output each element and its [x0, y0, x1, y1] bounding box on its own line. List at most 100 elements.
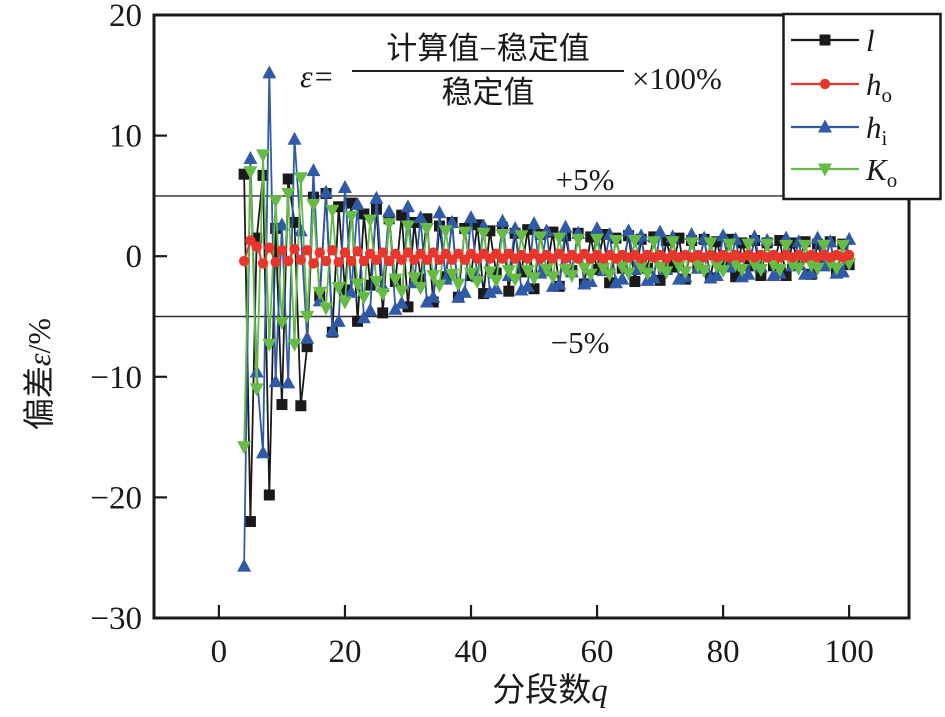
marker-triangle-down	[476, 227, 491, 241]
marker-triangle-up	[527, 216, 542, 230]
marker-triangle-up	[319, 184, 334, 198]
marker-triangle-down	[545, 271, 560, 285]
legend-label-l: l	[866, 23, 875, 58]
marker-triangle-up	[709, 267, 724, 281]
marker-square	[528, 283, 540, 295]
marker-triangle-up	[716, 228, 731, 242]
marker-triangle-down	[571, 233, 586, 247]
marker-triangle-down	[508, 273, 523, 287]
marker-triangle-down	[243, 166, 258, 180]
marker-square	[711, 236, 723, 248]
marker-circle	[251, 241, 262, 252]
marker-triangle-down	[249, 383, 264, 397]
x-tick-label: 20	[328, 634, 361, 670]
marker-triangle-down	[810, 262, 825, 276]
plot-border	[152, 13, 911, 620]
marker-triangle-down	[627, 235, 642, 249]
marker-square	[585, 231, 597, 243]
marker-square	[276, 399, 288, 411]
marker-square	[736, 237, 748, 249]
marker-triangle-down	[287, 338, 302, 352]
marker-triangle-up	[274, 217, 289, 231]
marker-triangle-up	[482, 284, 497, 298]
marker-triangle-up	[300, 330, 315, 344]
marker-triangle-down	[747, 259, 762, 273]
marker-triangle-down	[697, 265, 712, 279]
series-K_o-markers	[237, 149, 857, 455]
marker-triangle-down	[690, 260, 705, 274]
marker-triangle-down	[772, 263, 787, 277]
marker-triangle-up	[306, 163, 321, 177]
series-h_i-line	[243, 72, 850, 567]
marker-circle	[283, 255, 294, 267]
marker-triangle-down	[306, 198, 321, 212]
marker-circle	[289, 243, 300, 255]
marker-triangle-up	[741, 266, 756, 280]
marker-square	[339, 284, 351, 296]
marker-triangle-down	[337, 296, 352, 310]
marker-triangle-up	[394, 295, 409, 309]
marker-triangle-down	[552, 232, 567, 246]
marker-square	[238, 168, 250, 180]
x-tick-label: 0	[211, 634, 228, 670]
marker-square	[812, 238, 824, 250]
marker-triangle-down	[514, 230, 529, 244]
marker-circle	[371, 254, 382, 266]
marker-circle	[320, 255, 332, 267]
marker-square	[673, 232, 685, 244]
marker-triangle-down	[501, 265, 516, 279]
marker-circle	[333, 257, 344, 268]
marker-triangle-down	[262, 338, 277, 352]
marker-circle	[383, 255, 395, 267]
marker-triangle-down	[438, 225, 453, 239]
marker-triangle-down	[703, 237, 718, 251]
marker-triangle-down	[400, 220, 415, 234]
marker-square	[244, 516, 256, 528]
legend-marker-l	[819, 34, 831, 46]
marker-triangle-up	[426, 289, 441, 303]
marker-triangle-down	[753, 263, 768, 277]
marker-circle	[396, 254, 407, 266]
legend-label-sub: o	[887, 168, 898, 192]
marker-triangle-down	[798, 239, 813, 253]
marker-square	[396, 209, 408, 221]
marker-circle	[427, 247, 439, 258]
marker-square	[522, 224, 534, 236]
marker-circle	[843, 249, 855, 261]
marker-square	[415, 273, 427, 285]
marker-circle	[238, 255, 250, 267]
marker-square	[307, 191, 319, 203]
marker-circle	[402, 247, 414, 258]
marker-square	[352, 315, 364, 327]
plus5-annotation: +5%	[555, 162, 615, 197]
x-tick-label: 40	[454, 634, 487, 670]
x-tick-label: 60	[581, 634, 614, 670]
marker-triangle-up	[451, 289, 466, 303]
marker-triangle-down	[350, 278, 365, 292]
marker-triangle-down	[426, 269, 441, 283]
marker-circle	[327, 244, 338, 256]
marker-circle	[301, 244, 313, 256]
marker-triangle-down	[394, 285, 409, 299]
formula-times-100: ×100%	[632, 61, 722, 96]
marker-triangle-down	[445, 268, 460, 282]
marker-circle	[346, 255, 357, 267]
marker-triangle-up	[520, 278, 535, 292]
marker-square	[780, 269, 792, 281]
marker-triangle-down	[533, 231, 548, 245]
x-tick-label: 80	[707, 634, 740, 670]
marker-triangle-up	[463, 210, 478, 224]
marker-circle	[339, 247, 351, 258]
legend-box	[782, 12, 942, 201]
marker-triangle-down	[369, 276, 384, 290]
legend-marker-K_o	[818, 163, 832, 177]
marker-triangle-down	[300, 311, 315, 324]
minus5-annotation: −5%	[550, 325, 610, 360]
formula-fraction: 计算值−稳定值 稳定值	[352, 30, 624, 111]
marker-square	[660, 235, 672, 247]
marker-square	[251, 232, 263, 244]
y-tick-label: −20	[90, 480, 142, 516]
marker-triangle-up	[646, 270, 661, 284]
